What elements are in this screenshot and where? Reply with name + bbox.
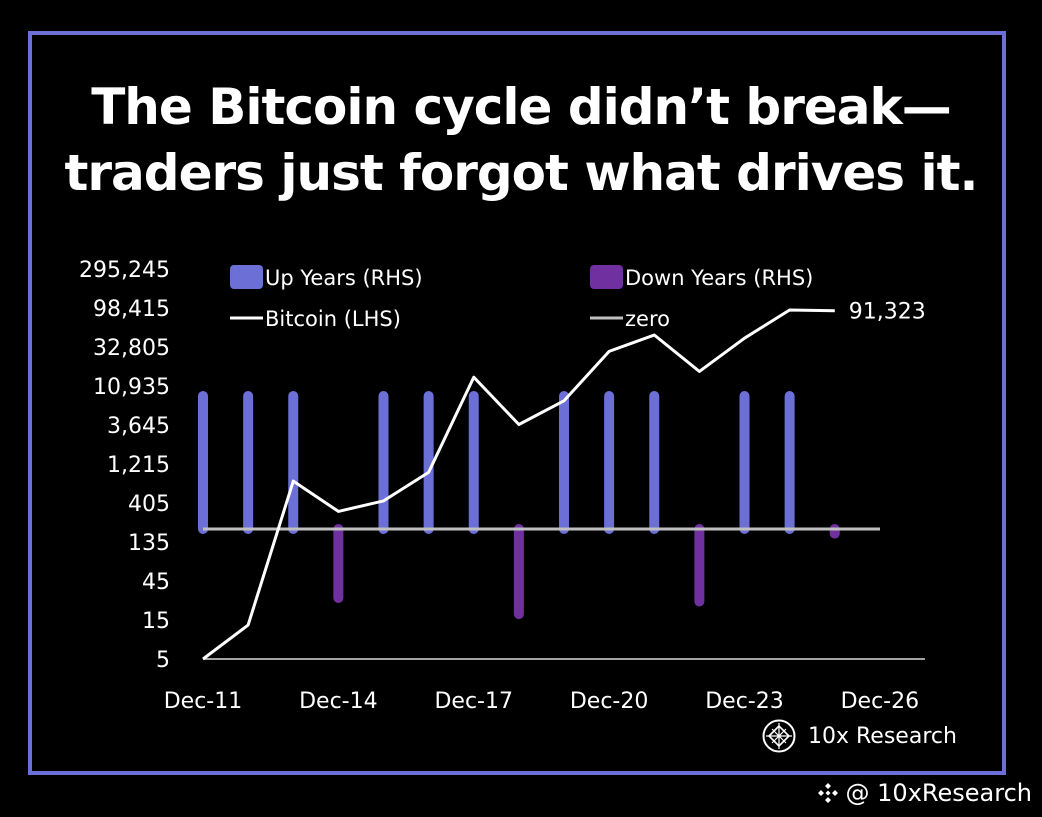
year-bars <box>198 391 840 620</box>
legend-swatch <box>230 265 263 289</box>
x-tick-label: Dec-17 <box>434 689 513 714</box>
chart-frame <box>28 31 1006 775</box>
10x-research-logo-icon <box>762 719 796 753</box>
x-tick-label: Dec-11 <box>164 689 243 714</box>
binance-square-icon <box>817 783 838 803</box>
y-tick-label: 45 <box>142 570 170 595</box>
bitcoin-end-label: 91,323 <box>849 300 926 325</box>
x-tick-label: Dec-14 <box>299 689 378 714</box>
brand-name: 10x Research <box>808 723 957 749</box>
watermark: @ 10xResearch <box>816 779 1032 807</box>
y-tick-label: 405 <box>128 492 170 517</box>
headline-line-2: traders just forgot what drives it. <box>64 144 979 202</box>
x-tick-label: Dec-26 <box>841 689 920 714</box>
watermark-text: @ 10xResearch <box>845 779 1032 807</box>
x-tick-label: Dec-20 <box>570 689 649 714</box>
y-tick-label: 3,645 <box>107 414 170 439</box>
y-tick-label: 98,415 <box>93 297 170 322</box>
legend-label: Bitcoin (LHS) <box>265 307 401 331</box>
bitcoin-line <box>202 308 835 661</box>
brand: 10x Research <box>762 719 957 753</box>
y-tick-label: 15 <box>142 609 170 634</box>
legend-label: Down Years (RHS) <box>625 266 813 290</box>
y-tick-label: 135 <box>128 531 170 556</box>
headline-line-1: The Bitcoin cycle didn’t break— <box>91 78 952 136</box>
legend: Up Years (RHS) Down Years (RHS) Bitcoin (L… <box>230 265 813 331</box>
y-tick-label: 295,245 <box>79 258 170 283</box>
x-axis-ticks: Dec-11 Dec-14 Dec-17 Dec-20 Dec-23 Dec-26 <box>164 689 919 714</box>
y-tick-label: 1,215 <box>107 453 170 478</box>
x-tick-label: Dec-23 <box>705 689 784 714</box>
legend-label: zero <box>625 307 670 331</box>
headline: The Bitcoin cycle didn’t break— traders … <box>0 74 1042 206</box>
y-tick-label: 10,935 <box>93 375 170 400</box>
y-tick-label: 32,805 <box>93 336 170 361</box>
legend-label: Up Years (RHS) <box>265 266 423 290</box>
y-axis-ticks: 295,245 98,415 32,805 10,935 3,645 1,215 405 13… <box>79 258 170 673</box>
legend-swatch <box>590 265 623 289</box>
y-tick-label: 5 <box>156 648 170 673</box>
